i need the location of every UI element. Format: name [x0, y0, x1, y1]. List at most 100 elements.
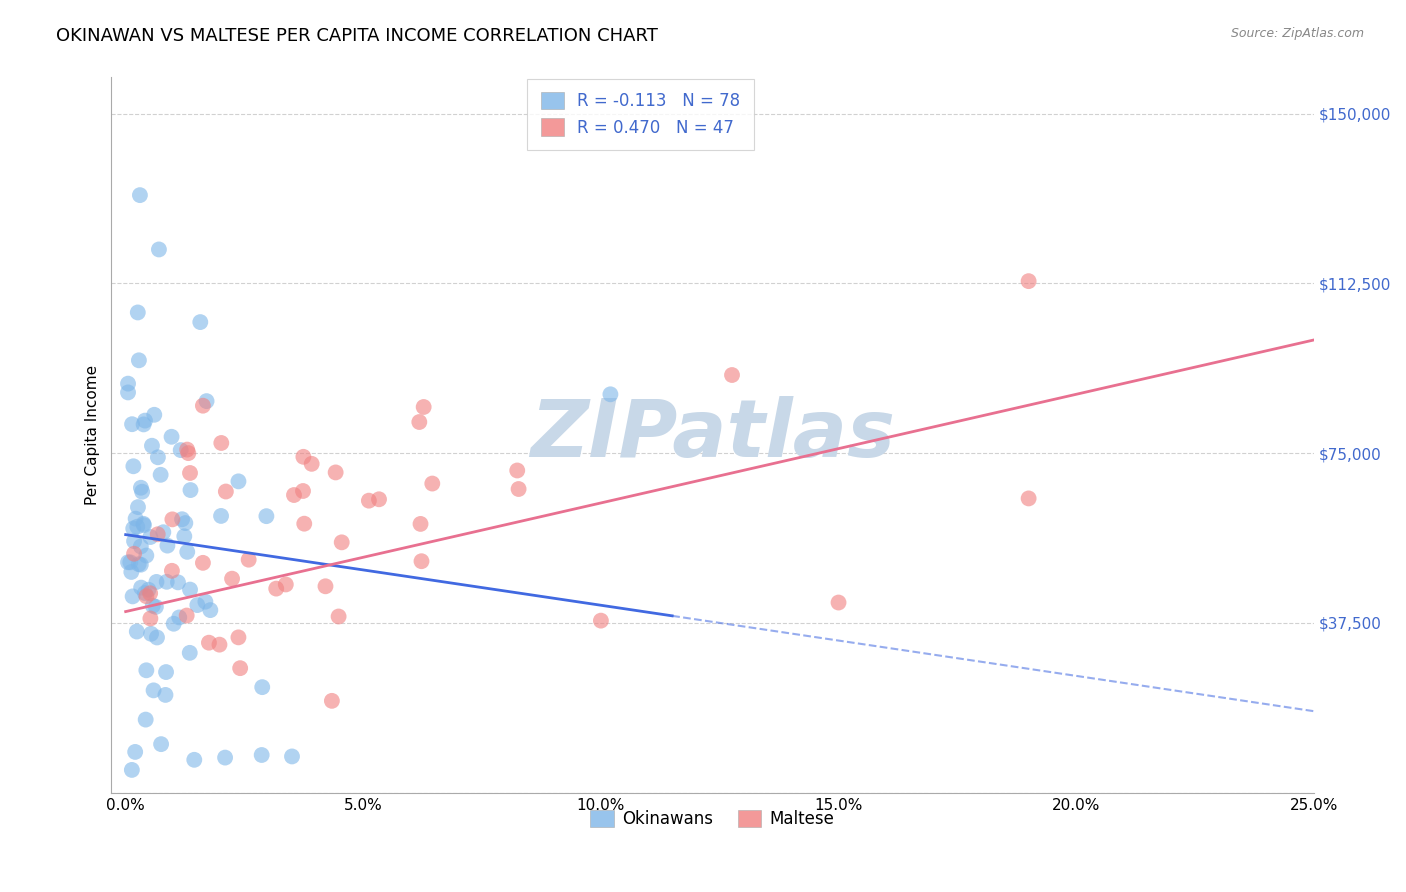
Point: [121, 590, 143, 604]
Point: [179, 646, 201, 660]
Point: [129, 481, 152, 495]
Point: [139, 627, 162, 641]
Point: [142, 683, 165, 698]
Point: [160, 564, 183, 578]
Point: [208, 638, 231, 652]
Point: [176, 545, 198, 559]
Point: [194, 595, 217, 609]
Point: [254, 509, 277, 524]
Point: [174, 516, 197, 530]
Point: [121, 417, 143, 432]
Point: [155, 665, 177, 679]
Point: [122, 534, 145, 549]
Point: [508, 482, 530, 496]
Point: [127, 500, 149, 515]
Point: [301, 457, 323, 471]
Point: [160, 430, 183, 444]
Point: [170, 443, 193, 458]
Point: [135, 589, 157, 603]
Point: [134, 414, 156, 428]
Point: [215, 484, 238, 499]
Point: [150, 737, 173, 751]
Point: [283, 488, 305, 502]
Point: [1018, 491, 1040, 506]
Point: [221, 572, 243, 586]
Point: [139, 586, 162, 600]
Point: [139, 611, 162, 625]
Point: [120, 555, 142, 569]
Point: [124, 745, 146, 759]
Point: [411, 554, 433, 568]
Point: [281, 749, 304, 764]
Point: [128, 353, 150, 368]
Point: [117, 555, 139, 569]
Point: [145, 599, 167, 614]
Point: [176, 442, 198, 457]
Point: [129, 558, 152, 572]
Point: [117, 376, 139, 391]
Point: [200, 603, 222, 617]
Point: [129, 540, 152, 554]
Point: [167, 575, 190, 590]
Point: [170, 512, 193, 526]
Point: [412, 400, 434, 414]
Point: [122, 522, 145, 536]
Point: [129, 581, 152, 595]
Point: [195, 394, 218, 409]
Point: [177, 446, 200, 460]
Point: [408, 415, 430, 429]
Point: [121, 763, 143, 777]
Point: [127, 305, 149, 319]
Point: [191, 399, 214, 413]
Point: [599, 387, 621, 401]
Point: [328, 609, 350, 624]
Point: [155, 688, 177, 702]
Point: [186, 598, 208, 612]
Point: [135, 713, 157, 727]
Point: [135, 663, 157, 677]
Point: [721, 368, 744, 382]
Point: [163, 616, 186, 631]
Point: [176, 608, 198, 623]
Y-axis label: Per Capita Income: Per Capita Income: [86, 365, 100, 505]
Point: [209, 508, 232, 523]
Point: [124, 511, 146, 525]
Point: [128, 557, 150, 571]
Point: [506, 463, 529, 477]
Point: [156, 539, 179, 553]
Point: [357, 493, 380, 508]
Point: [1018, 274, 1040, 288]
Point: [162, 512, 184, 526]
Point: [135, 549, 157, 563]
Point: [122, 547, 145, 561]
Point: [209, 436, 232, 450]
Point: [314, 579, 336, 593]
Point: [292, 516, 315, 531]
Point: [134, 586, 156, 600]
Point: [156, 574, 179, 589]
Point: [141, 439, 163, 453]
Legend: Okinawans, Maltese: Okinawans, Maltese: [583, 803, 841, 834]
Point: [146, 527, 169, 541]
Point: [264, 582, 287, 596]
Point: [330, 535, 353, 549]
Point: [368, 492, 391, 507]
Point: [191, 556, 214, 570]
Point: [132, 518, 155, 533]
Point: [129, 188, 152, 202]
Point: [173, 529, 195, 543]
Point: [179, 483, 201, 497]
Point: [325, 466, 347, 480]
Point: [188, 315, 211, 329]
Point: [252, 680, 274, 694]
Text: ZIPatlas: ZIPatlas: [530, 396, 896, 474]
Point: [238, 552, 260, 566]
Point: [179, 466, 201, 480]
Point: [198, 635, 221, 649]
Point: [420, 476, 443, 491]
Point: [148, 243, 170, 257]
Point: [409, 516, 432, 531]
Point: [117, 385, 139, 400]
Point: [214, 750, 236, 764]
Point: [827, 595, 849, 609]
